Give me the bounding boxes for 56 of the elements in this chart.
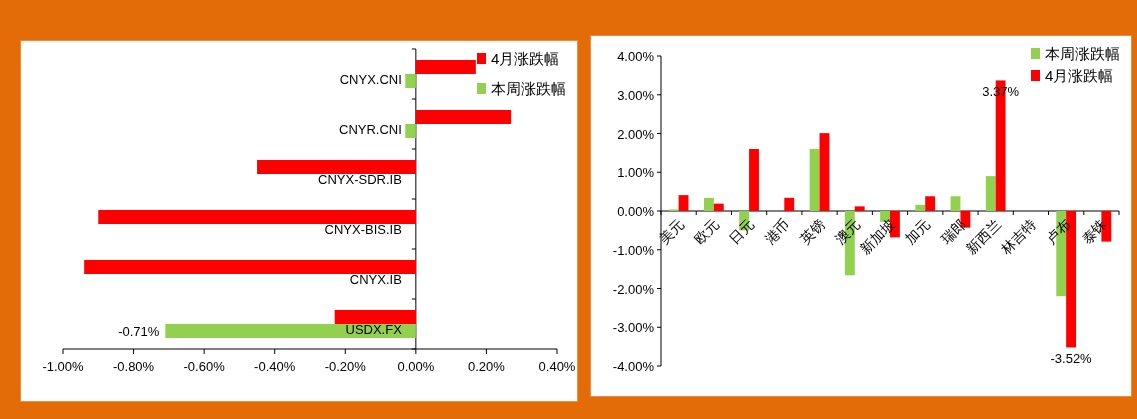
bar	[784, 197, 795, 211]
x-tick-label: 0.20%	[467, 359, 506, 374]
x-tick-label: 加元	[902, 215, 934, 247]
data-label: -0.71%	[118, 324, 160, 339]
y-tick-label: 0.00%	[617, 204, 655, 219]
bar	[405, 124, 416, 138]
y-tick-label: 1.00%	[617, 165, 655, 181]
x-tick-label: 卢布	[1043, 215, 1075, 247]
y-tick-label: -2.00%	[612, 281, 655, 297]
bar	[334, 310, 416, 324]
legend-label: 4月涨跌幅	[491, 50, 560, 67]
bar	[84, 260, 416, 274]
bar	[415, 110, 512, 124]
x-tick-label: 日元	[726, 215, 758, 247]
bar	[915, 204, 926, 211]
x-tick-label: 欧元	[690, 215, 722, 247]
y-tick-label: CNYX-BIS.IB	[324, 222, 402, 237]
bar	[703, 197, 714, 211]
bar	[809, 149, 820, 211]
x-tick-label: 英镑	[796, 215, 828, 247]
x-tick-label: 泰铢	[1078, 215, 1110, 247]
bar	[678, 195, 689, 211]
y-tick-label: USDX.FX	[345, 322, 403, 337]
legend-label: 本周涨跌幅	[1045, 45, 1120, 62]
x-tick-label: -0.80%	[112, 359, 155, 374]
y-tick-label: -3.00%	[612, 320, 655, 336]
x-tick-label: -0.60%	[183, 359, 226, 374]
y-tick-label: CNYX.IB	[349, 272, 402, 287]
data-label: -3.52%	[1050, 351, 1093, 367]
bar	[985, 176, 996, 211]
y-tick-label: -4.00%	[612, 359, 655, 374]
bar	[950, 196, 961, 211]
x-tick-label: -0.40%	[254, 359, 296, 374]
x-tick-label: 美元	[655, 215, 687, 247]
bar	[405, 74, 416, 88]
bar	[925, 196, 936, 211]
bar	[749, 149, 759, 211]
bar	[854, 206, 865, 211]
x-tick-label: -0.20%	[324, 359, 367, 374]
y-tick-label: CNYX.CNI	[339, 72, 402, 87]
legend-label: 本周涨跌幅	[491, 80, 566, 97]
x-tick-label: 港币	[761, 215, 793, 247]
bar	[165, 324, 416, 338]
y-tick-label: 2.00%	[617, 126, 655, 142]
bar	[257, 160, 416, 174]
bar	[98, 210, 416, 224]
legend-label: 4月涨跌幅	[1045, 67, 1114, 84]
bar	[819, 133, 830, 211]
x-tick-label: 0.00%	[397, 359, 435, 374]
x-tick-label: 0.40%	[538, 359, 576, 374]
y-tick-label: 3.00%	[617, 87, 655, 103]
bar	[713, 203, 724, 211]
y-tick-label: CNYX-SDR.IB	[318, 172, 402, 187]
y-tick-label: CNYR.CNI	[339, 122, 402, 137]
y-tick-label: 4.00%	[617, 49, 655, 64]
x-tick-label: -1.00%	[42, 359, 85, 374]
